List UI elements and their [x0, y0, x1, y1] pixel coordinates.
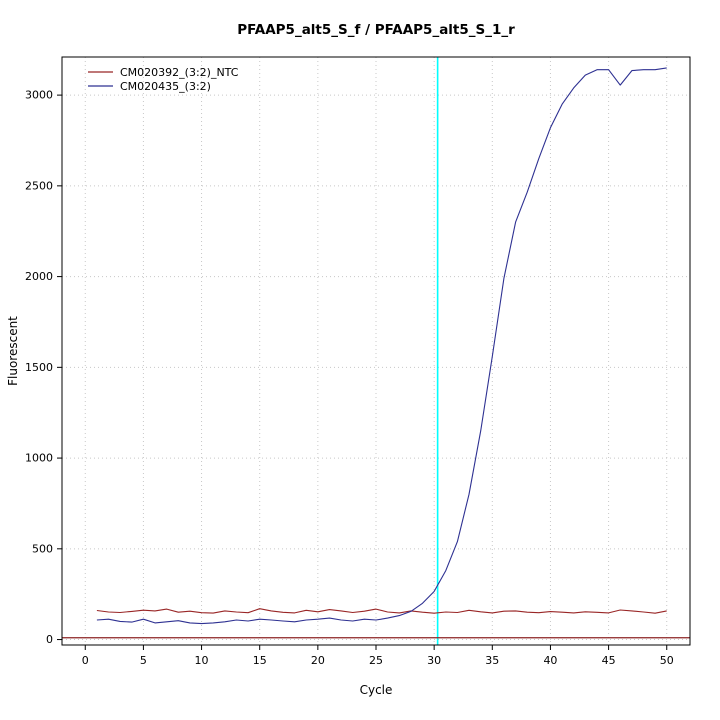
- x-tick-label: 40: [543, 654, 557, 667]
- legend-label-sample: CM020435_(3:2): [120, 80, 211, 93]
- x-tick-label: 50: [660, 654, 674, 667]
- x-tick-label: 45: [602, 654, 616, 667]
- x-tick-label: 25: [369, 654, 383, 667]
- y-tick-label: 3000: [25, 89, 53, 102]
- chart-title: PFAAP5_alt5_S_f / PFAAP5_alt5_S_1_r: [237, 22, 515, 38]
- series-line-0: [96, 608, 667, 614]
- x-tick-label: 15: [253, 654, 267, 667]
- y-tick-label: 0: [46, 633, 53, 646]
- x-tick-label: 10: [195, 654, 209, 667]
- series-layer: [96, 67, 667, 625]
- y-tick-label: 2500: [25, 179, 53, 192]
- legend: CM020392_(3:2)_NTC CM020435_(3:2): [88, 66, 239, 93]
- marker-layer: [62, 57, 690, 645]
- y-tick-label: 1000: [25, 452, 53, 465]
- x-tick-label: 20: [311, 654, 325, 667]
- y-tick-label: 1500: [25, 361, 53, 374]
- x-tick-label: 30: [427, 654, 441, 667]
- axis-layer: 0 5 10 15 20 25 30 35 40 45 5005001000150020002500…: [25, 89, 674, 667]
- x-tick-label: 0: [82, 654, 89, 667]
- legend-label-ntc: CM020392_(3:2)_NTC: [120, 66, 239, 79]
- y-tick-label: 2000: [25, 270, 53, 283]
- x-tick-label: 35: [485, 654, 499, 667]
- y-tick-label: 500: [32, 542, 53, 555]
- x-tick-label: 5: [140, 654, 147, 667]
- y-axis-label: Fluorescent: [6, 316, 20, 386]
- x-axis-label: Cycle: [360, 683, 393, 697]
- grid-layer: [62, 57, 690, 645]
- series-line-1: [96, 67, 667, 625]
